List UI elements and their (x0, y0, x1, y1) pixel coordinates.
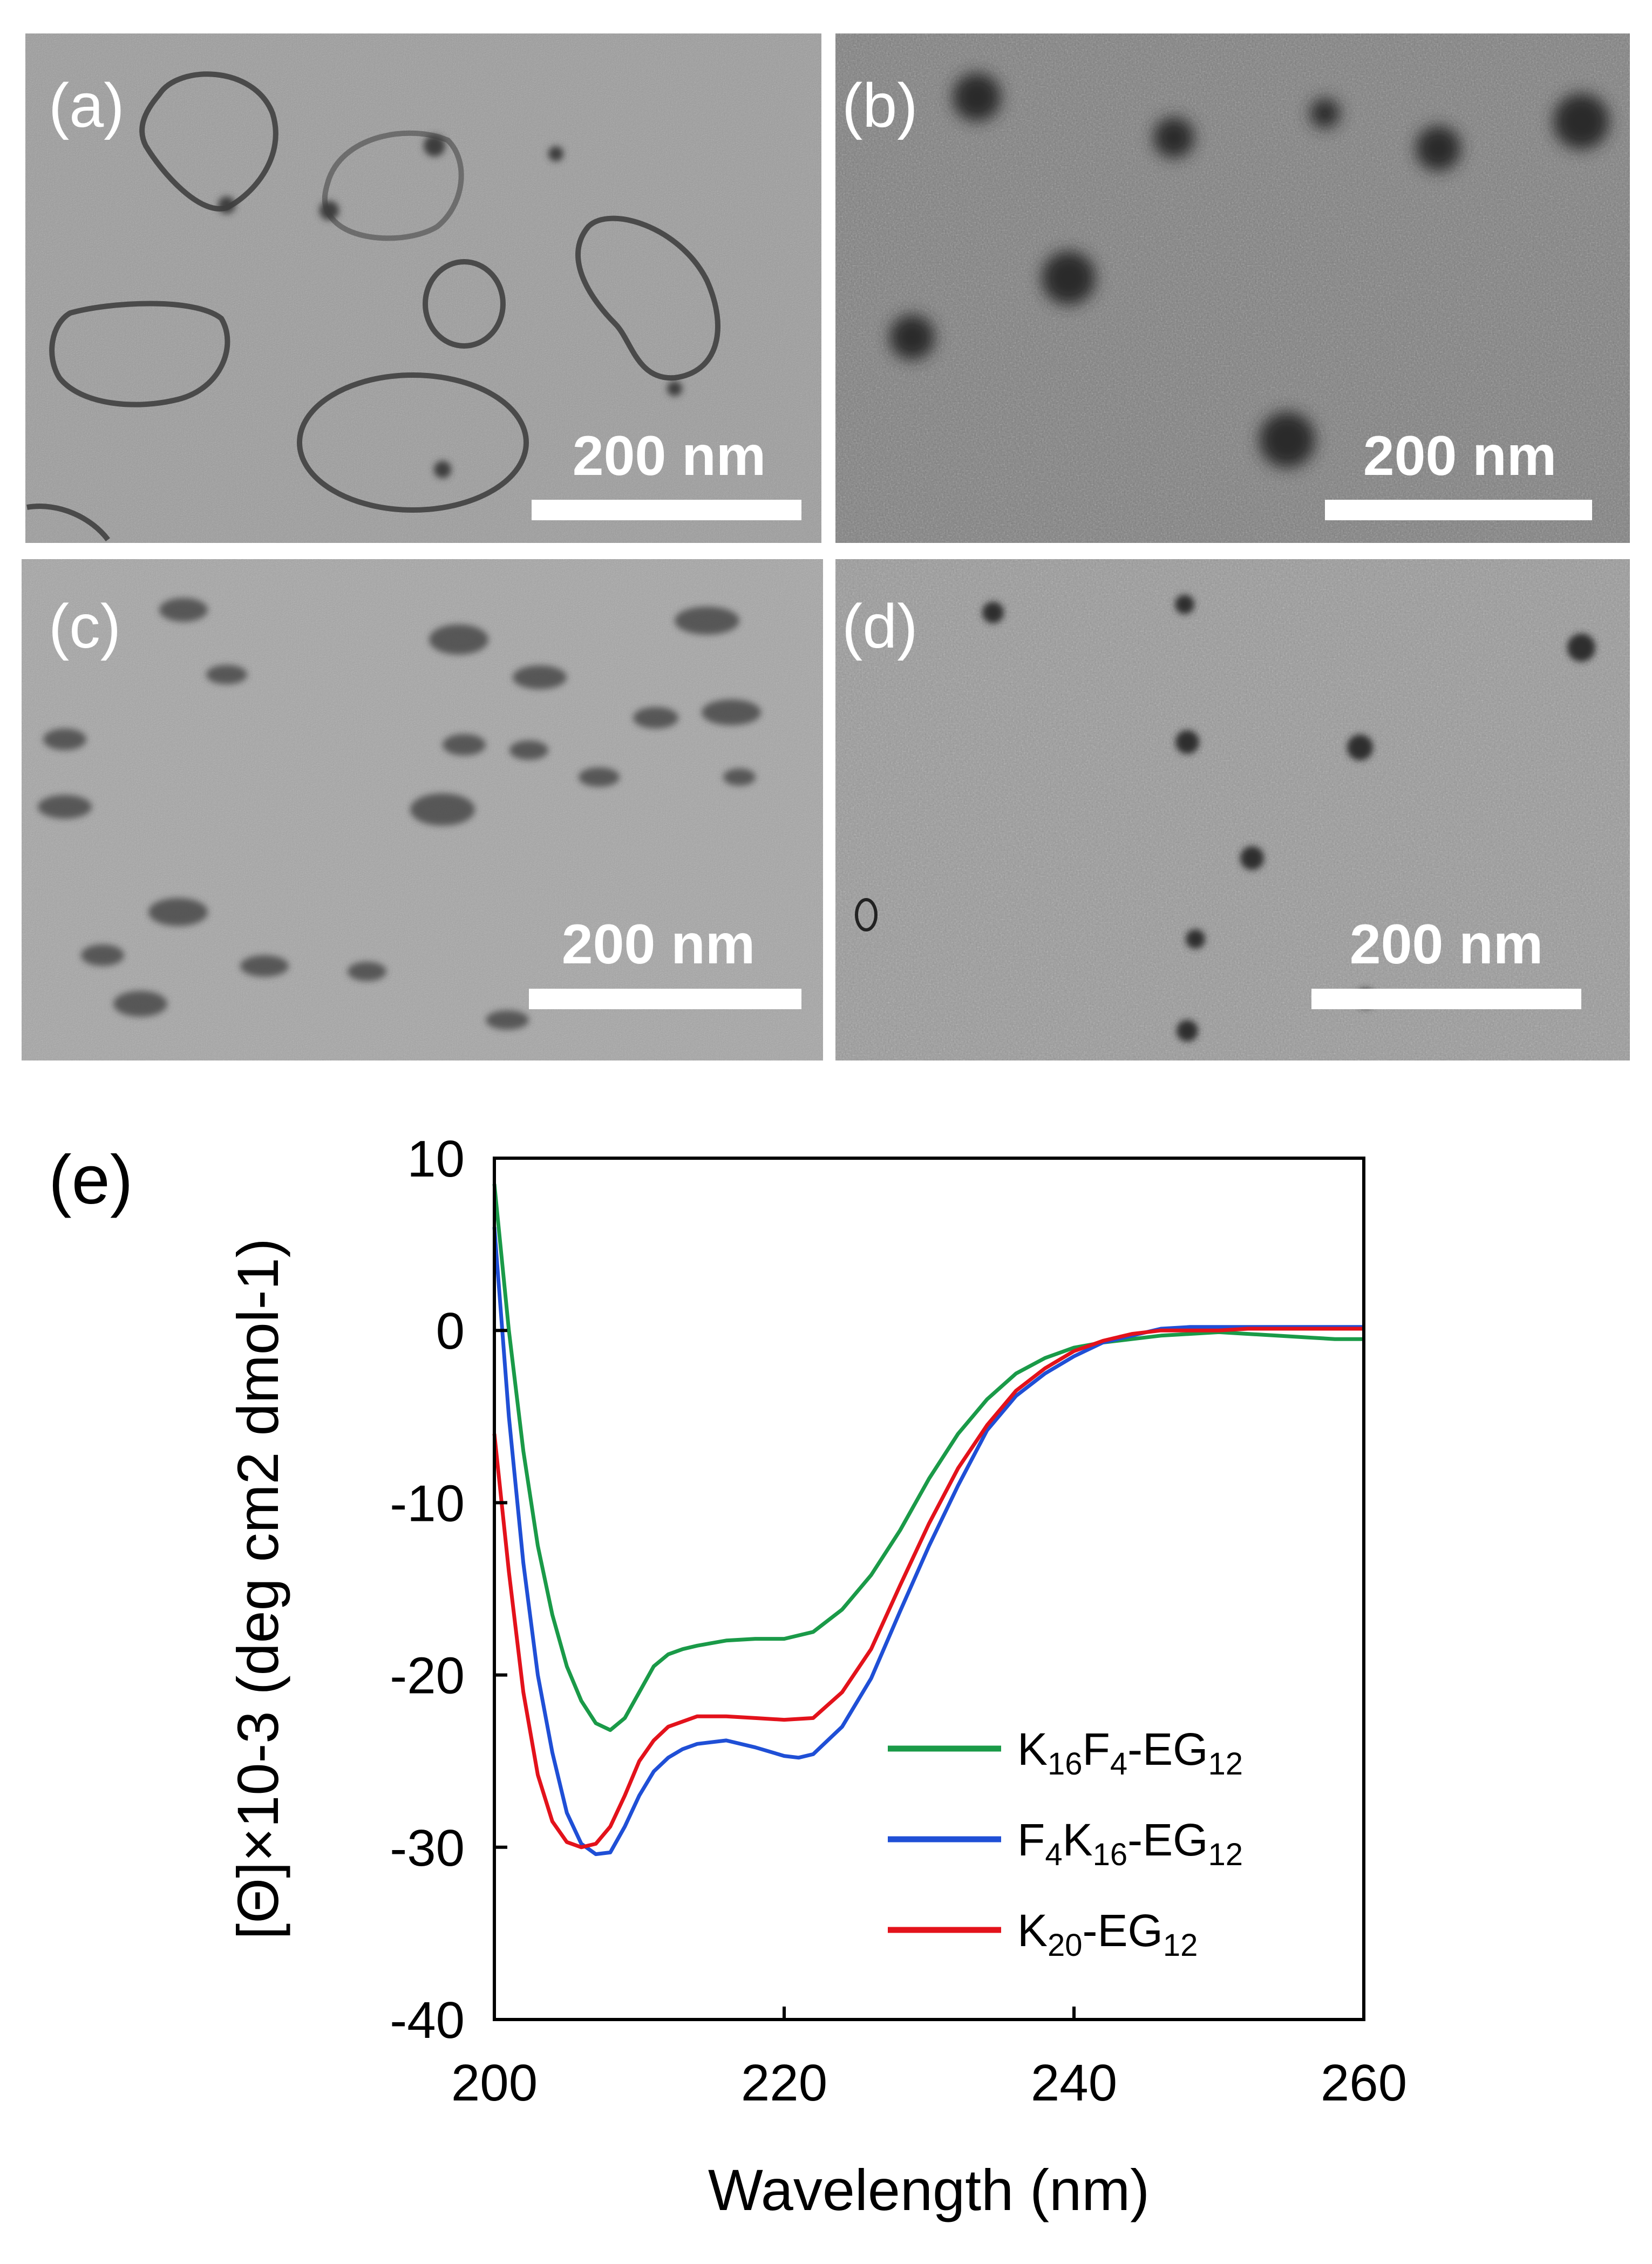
y-axis-title: [Θ]×10-3 (deg cm2 dmol-1) (225, 1238, 290, 1940)
x-tick-label-1: 200 (451, 2054, 538, 2112)
legend-label-1: K16F4-EG12 (1017, 1724, 1243, 1782)
tem-panel-d: (d) 200 nm (835, 559, 1630, 1060)
tick-labels: 200 220 240 260 10 0 -10 -20 -30 -40 (390, 1130, 1407, 2112)
y-tick-label-5: -30 (390, 1819, 465, 1877)
scale-bar-text-a: 200 nm (573, 425, 766, 487)
artifact-ring (855, 898, 878, 932)
panel-label-e: (e) (49, 1141, 133, 1219)
legend-label-2: F4K16-EG12 (1017, 1814, 1243, 1872)
plot-frame (493, 1157, 1365, 2021)
scale-bar-b (1325, 500, 1592, 520)
cd-chart: (e) 200 220 240 260 10 0 -10 -20 -30 -40 Waveleng… (49, 1130, 1407, 2222)
vesicle-outlines (26, 71, 720, 542)
panel-label-a: (a) (49, 71, 125, 140)
x-axis-title: Wavelength (nm) (708, 2157, 1150, 2222)
y-tick-label-1: 10 (407, 1130, 465, 1188)
series-line-1 (492, 1184, 1364, 1732)
tem-panel-a: (a) 200 nm (25, 33, 821, 543)
scale-bar-text-d: 200 nm (1350, 913, 1543, 976)
aggregates-c (38, 598, 761, 1030)
x-tick-label-2: 220 (741, 2054, 827, 2112)
panel-label-b: (b) (842, 71, 918, 140)
legend-label-3: K20-EG12 (1017, 1905, 1198, 1963)
y-tick-label-2: 0 (436, 1302, 465, 1360)
nanoparticles-d (982, 595, 1595, 1042)
scale-bar-text-c: 200 nm (562, 913, 755, 976)
y-tick-label-4: -20 (390, 1647, 465, 1705)
scale-bar-text-b: 200 nm (1363, 425, 1556, 487)
series-line-3 (492, 1327, 1364, 1850)
nanoparticles-b (889, 73, 1609, 468)
tem-panel-c: (c) 200 nm (22, 559, 823, 1060)
panel-label-d: (d) (842, 592, 918, 661)
scale-bar-c (529, 989, 801, 1009)
y-tick-label-3: -10 (390, 1474, 465, 1532)
panel-label-c: (c) (49, 592, 121, 661)
dark-spots-a (218, 135, 682, 478)
scale-bar-a (532, 500, 801, 520)
tick-marks (493, 1157, 1365, 2021)
scale-bar-d (1311, 989, 1581, 1009)
legend: K16F4-EG12 F4K16-EG12 K20-EG12 (888, 1724, 1243, 1963)
x-tick-label-3: 240 (1031, 2054, 1117, 2112)
x-tick-label-4: 260 (1321, 2054, 1407, 2112)
tem-panel-b: (b) 200 nm (835, 33, 1630, 543)
y-tick-label-6: -40 (390, 1991, 465, 2049)
plot-lines (492, 1184, 1364, 1857)
